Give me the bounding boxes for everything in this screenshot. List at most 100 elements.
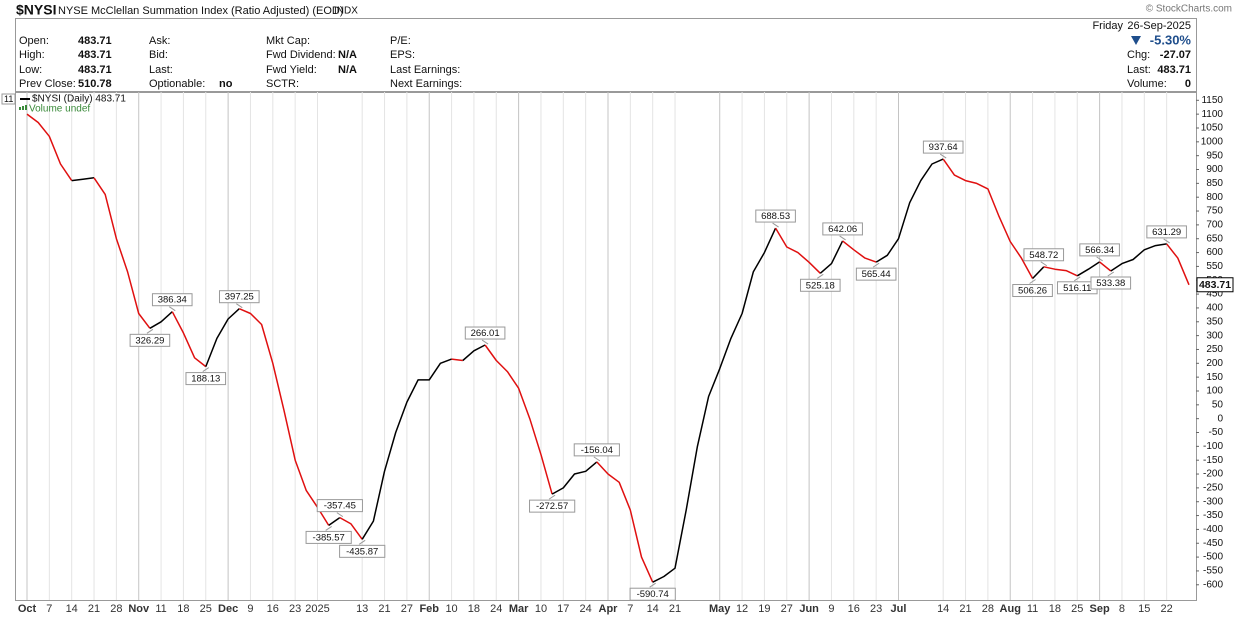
price-line xyxy=(484,344,553,495)
field-label: Last Earnings: xyxy=(390,64,460,76)
x-tick-label: 18 xyxy=(177,603,189,615)
annotation-tick xyxy=(336,512,344,518)
y-tick-label: 700 xyxy=(1206,220,1223,231)
annotation-label: 506.26 xyxy=(1018,286,1047,297)
annotation-label: 565.44 xyxy=(862,269,891,280)
annotation-tick xyxy=(839,235,846,241)
y-tick-label: 900 xyxy=(1206,164,1223,175)
annotation-box xyxy=(922,140,964,154)
annotation-box xyxy=(755,209,796,223)
annotation-box xyxy=(1012,284,1053,298)
y-tick-label: -450 xyxy=(1203,538,1223,549)
field-value: 483.71 xyxy=(78,49,112,61)
day: Friday xyxy=(1092,20,1123,32)
header-box xyxy=(15,18,1197,92)
x-tick-label: 27 xyxy=(401,603,413,615)
x-tick-label: 11 xyxy=(155,603,166,615)
volume-legend: Volume undef xyxy=(29,104,90,115)
price-line xyxy=(1110,243,1167,272)
annotation-tick xyxy=(1029,279,1036,284)
annotation-tick xyxy=(481,339,489,345)
field-label: EPS: xyxy=(390,49,415,61)
y-tick-label: -300 xyxy=(1203,496,1223,507)
x-tick-label: Sep xyxy=(1090,603,1110,615)
annotation-tick xyxy=(939,153,947,159)
x-tick-label: 8 xyxy=(1119,603,1125,615)
price-line xyxy=(819,240,844,274)
x-tick-label: 15 xyxy=(1138,603,1150,615)
annotation-tick xyxy=(1163,238,1170,244)
field-label: Low: xyxy=(19,64,42,76)
price-line xyxy=(942,158,1034,279)
annotation-box xyxy=(316,499,363,513)
field-label: Last: xyxy=(149,64,173,76)
price-line xyxy=(149,311,173,329)
x-tick-label: Mar xyxy=(509,603,529,615)
annotation-tick xyxy=(593,456,601,462)
y-tick-label: 100 xyxy=(1206,386,1223,397)
period-tag: 11 xyxy=(4,94,13,104)
x-tick-label: 24 xyxy=(580,603,592,615)
y-tick-label: -400 xyxy=(1203,524,1223,535)
y-tick-label: 600 xyxy=(1206,247,1223,258)
x-tick-label: Jun xyxy=(799,603,819,615)
annotation-label: 525.18 xyxy=(806,280,835,291)
y-tick-label: 850 xyxy=(1206,178,1223,189)
annotation-box xyxy=(464,326,506,340)
annotation-tick xyxy=(236,303,243,309)
annotation-tick xyxy=(202,367,210,373)
change-pct: -5.30% xyxy=(1150,32,1192,47)
annotation-box xyxy=(218,290,260,304)
x-tick-label: 14 xyxy=(937,603,949,615)
annotation-box xyxy=(305,530,352,544)
price-line xyxy=(596,461,654,583)
price-line xyxy=(1166,243,1190,286)
annotation-box xyxy=(1090,276,1132,290)
annotation-box xyxy=(185,372,227,386)
x-tick-label: 18 xyxy=(468,603,480,615)
annotation-box xyxy=(129,333,171,347)
plot-frame xyxy=(15,92,1197,601)
x-tick-label: 14 xyxy=(66,603,78,615)
y-tick-label: 0 xyxy=(1217,413,1223,424)
y-tick-label: -200 xyxy=(1203,469,1223,480)
annotation-tick xyxy=(358,539,366,545)
price-line xyxy=(551,461,598,495)
field-label: Optionable: xyxy=(149,78,205,90)
annotation-label: 266.01 xyxy=(471,328,500,339)
x-tick-label: 28 xyxy=(982,603,994,615)
price-line xyxy=(239,308,330,526)
annotation-box xyxy=(822,222,863,236)
annotation-box xyxy=(799,278,841,292)
x-tick-label: Nov xyxy=(128,603,150,615)
x-tick-label: 9 xyxy=(828,603,834,615)
field-label: Prev Close: xyxy=(19,78,76,90)
annotation-label: -590.74 xyxy=(637,589,669,600)
x-tick-label: Feb xyxy=(419,603,439,615)
x-tick-label: 14 xyxy=(647,603,659,615)
annotation-box xyxy=(151,293,193,307)
x-tick-label: 27 xyxy=(781,603,793,615)
y-tick-label: -100 xyxy=(1203,441,1223,452)
y-tick-label: 200 xyxy=(1206,358,1223,369)
x-tick-label: 16 xyxy=(267,603,279,615)
field-label: Next Earnings: xyxy=(390,78,462,90)
field-value: -27.07 xyxy=(1160,49,1191,61)
last-price-box xyxy=(1196,277,1234,293)
annotation-tick xyxy=(1073,276,1081,282)
price-line xyxy=(1099,261,1112,272)
y-tick-label: -550 xyxy=(1203,566,1223,577)
annotation-tick xyxy=(1107,271,1115,277)
annotation-label: -435.87 xyxy=(346,546,378,557)
y-tick-label: 750 xyxy=(1206,206,1223,217)
annotation-label: 397.25 xyxy=(225,292,254,303)
watermark: © StockCharts.com xyxy=(1146,4,1232,15)
y-tick-label: 1050 xyxy=(1201,123,1224,134)
x-tick-label: 21 xyxy=(88,603,100,615)
volume-icon xyxy=(22,106,24,110)
annotation-tick xyxy=(1040,261,1048,267)
y-tick-label: -250 xyxy=(1203,483,1223,494)
y-tick-label: 650 xyxy=(1206,233,1223,244)
annotation-label: 631.29 xyxy=(1152,227,1181,238)
